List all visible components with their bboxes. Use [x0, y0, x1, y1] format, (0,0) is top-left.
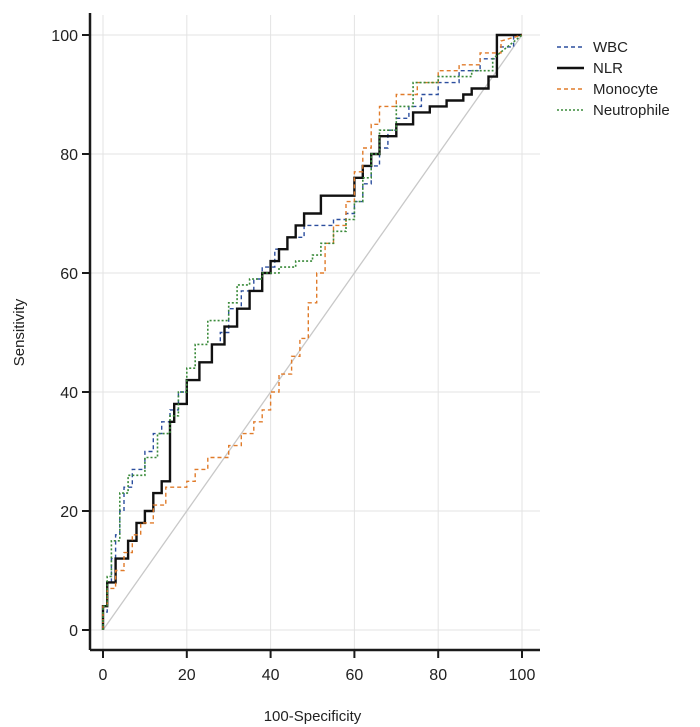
legend-label-nlr: NLR	[593, 60, 623, 77]
reference-diagonal	[102, 34, 523, 631]
x-tick-label: 60	[346, 667, 364, 684]
x-axis-title: 100-Specificity	[264, 708, 362, 725]
y-tick-label: 0	[69, 623, 78, 640]
x-axis-ticks: 0 20 40 60 80 100	[99, 650, 536, 684]
y-tick-label: 100	[51, 28, 78, 45]
x-tick-label: 0	[99, 667, 108, 684]
legend-label-wbc: WBC	[593, 39, 628, 56]
y-tick-label: 40	[60, 385, 78, 402]
y-tick-label: 80	[60, 147, 78, 164]
y-axis-ticks: 0 20 40 60 80 100	[51, 28, 90, 640]
x-tick-label: 80	[429, 667, 447, 684]
axes	[88, 13, 540, 652]
series-neutrophile-line	[102, 34, 523, 630]
y-tick-label: 60	[60, 266, 78, 283]
x-tick-label: 40	[262, 667, 280, 684]
legend-label-monocyte: Monocyte	[593, 81, 658, 98]
series-monocyte-line	[102, 34, 523, 630]
legend-label-neutrophile: Neutrophile	[593, 102, 670, 119]
grid	[90, 15, 540, 650]
x-tick-label: 20	[178, 667, 196, 684]
legend: WBC NLR Monocyte Neutrophile	[557, 39, 670, 119]
series-nlr-line	[101, 33, 522, 630]
y-axis-title: Sensitivity	[11, 298, 28, 366]
x-tick-label: 100	[509, 667, 536, 684]
series-layer	[101, 33, 523, 630]
y-tick-label: 20	[60, 504, 78, 521]
